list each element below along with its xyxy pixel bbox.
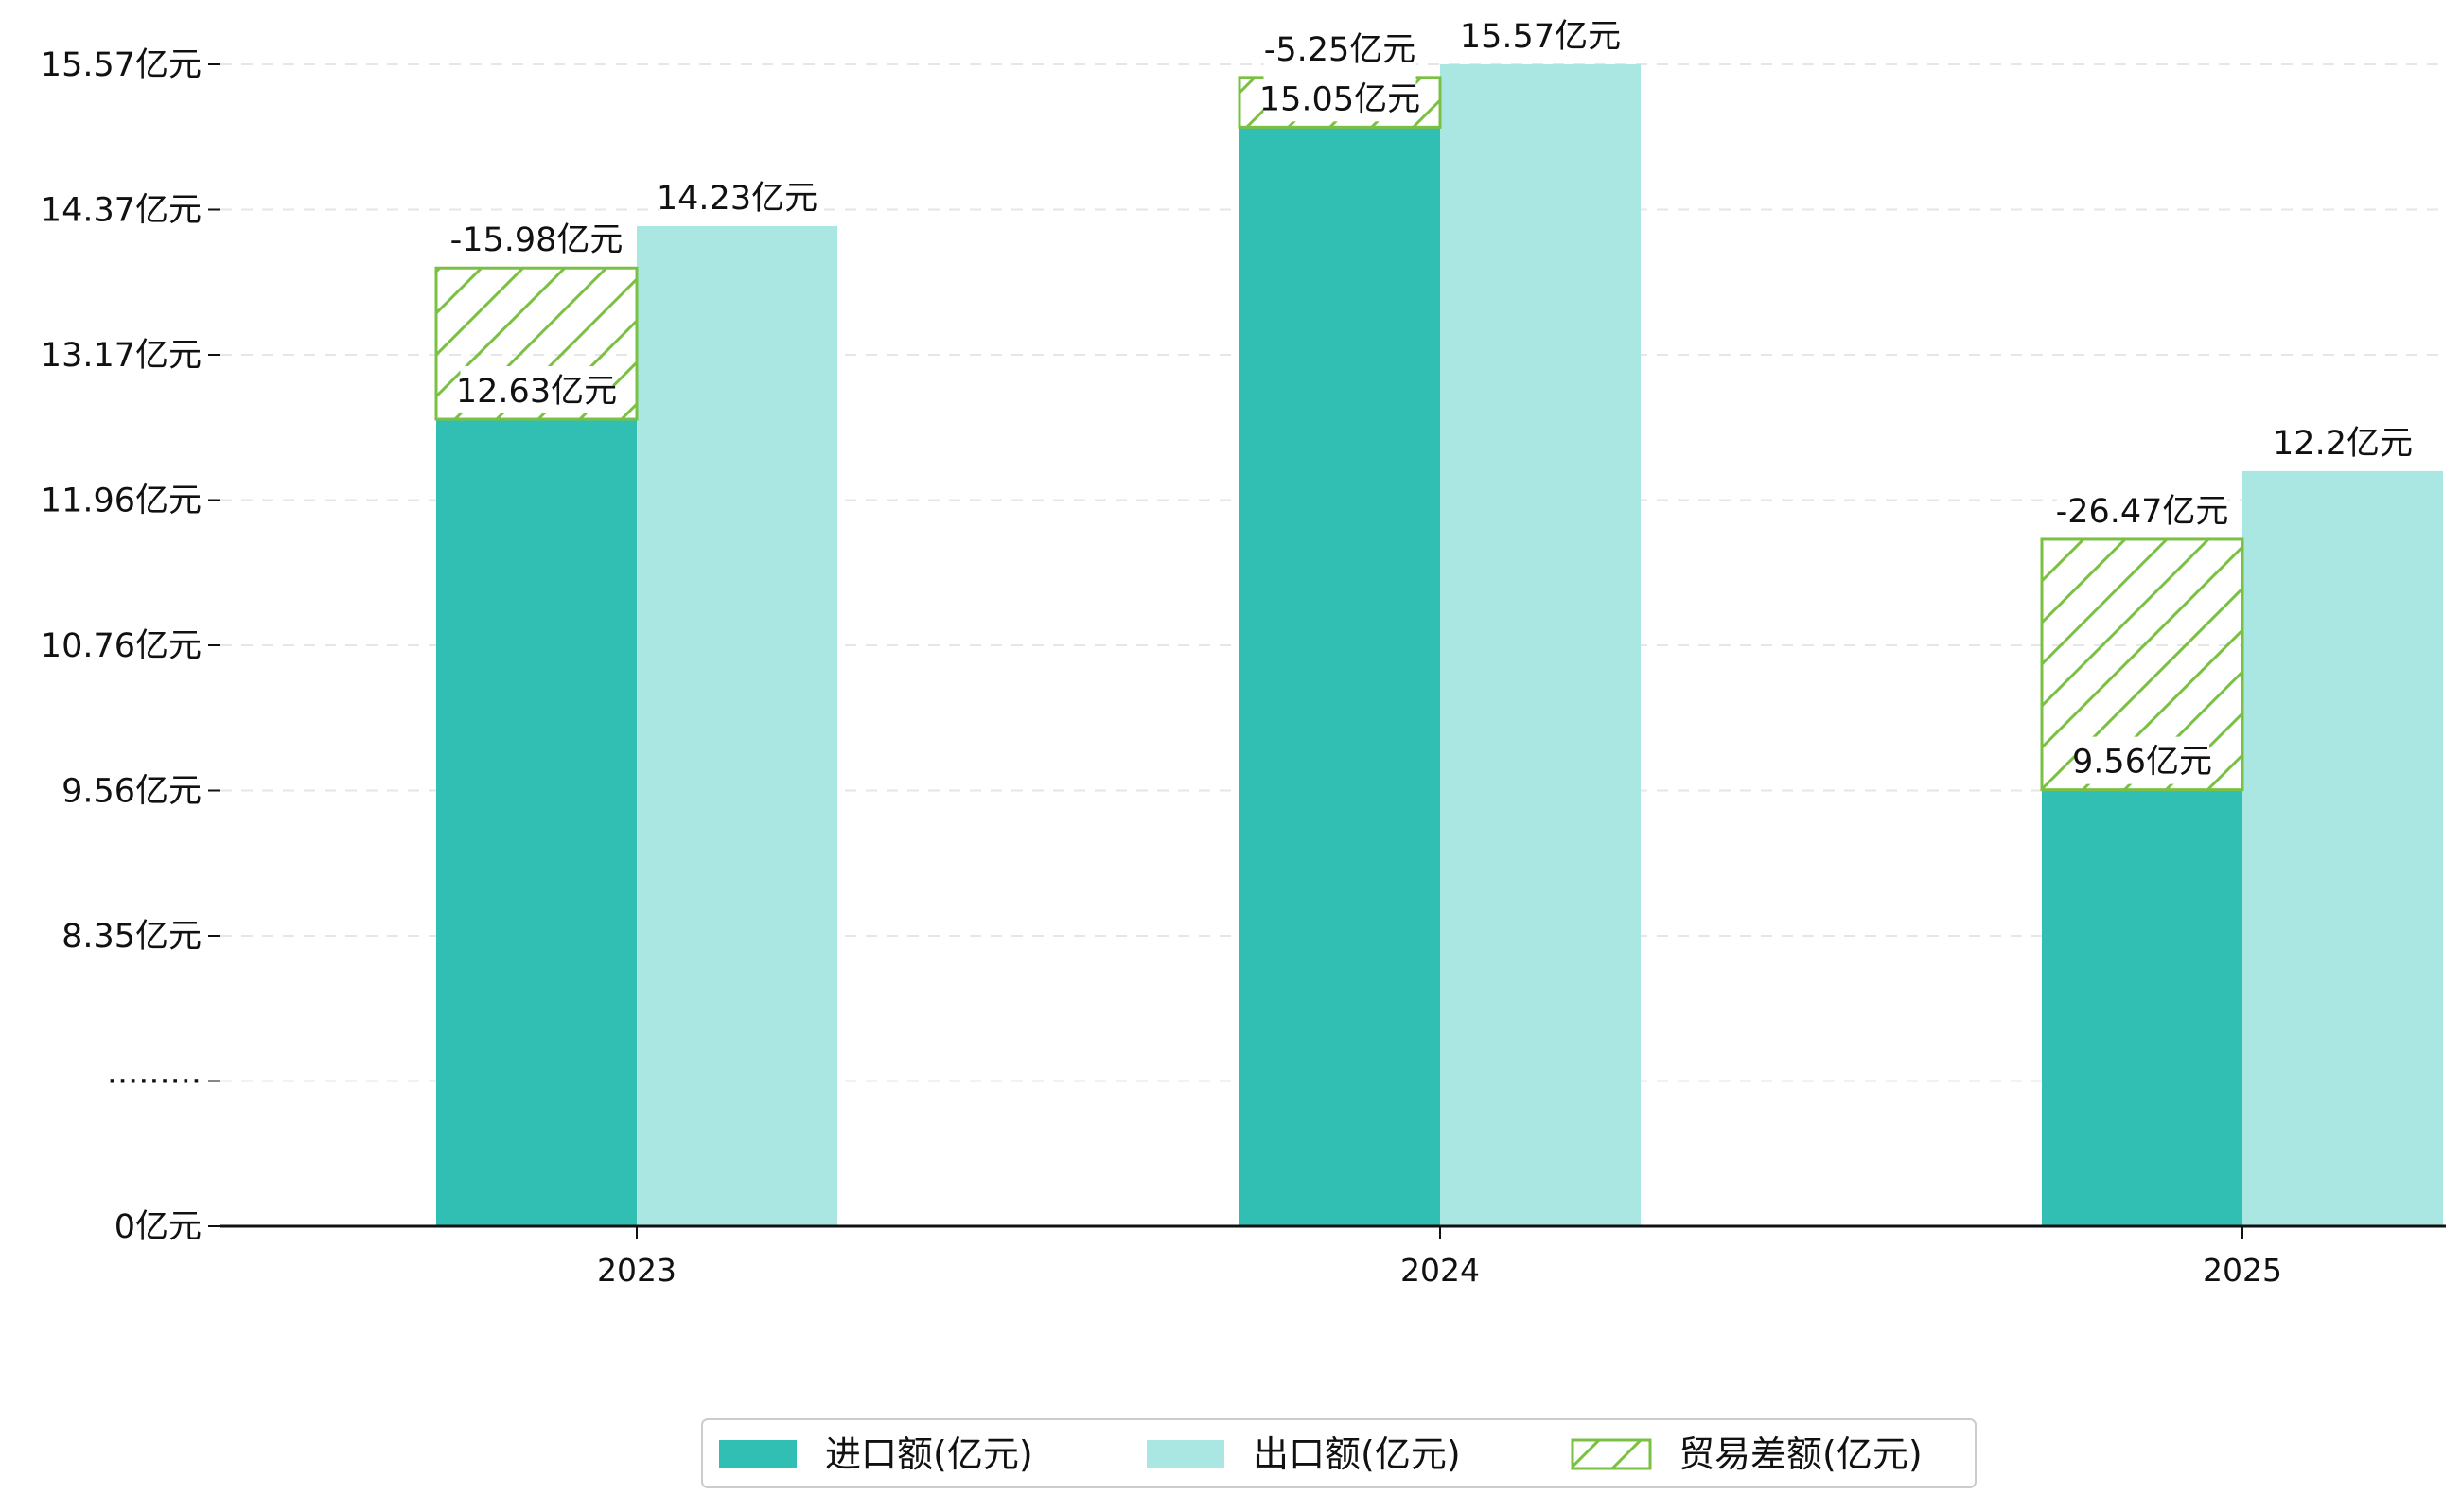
legend-swatch-2 xyxy=(1571,1438,1652,1470)
y-tick-label: 14.37亿元 xyxy=(41,192,202,230)
label-export-2023: 14.23亿元 xyxy=(657,180,817,218)
label-export-2025: 12.2亿元 xyxy=(2273,425,2413,463)
bar-export-2025 xyxy=(2242,470,2443,1227)
bar-export-2023 xyxy=(637,225,837,1227)
y-tick-label: 15.57亿元 xyxy=(41,46,202,84)
label-balance-2025-bg xyxy=(2057,485,2227,534)
bar-import-2025 xyxy=(2042,789,2242,1226)
label-balance-2025: -26.47亿元 xyxy=(2056,493,2229,531)
label-balance-2023: -15.98亿元 xyxy=(450,221,624,259)
label-balance-2024: -5.25亿元 xyxy=(1264,31,1416,69)
label-export-2024: 15.57亿元 xyxy=(1460,18,1621,56)
label-export-2023-bg xyxy=(660,172,814,220)
label-export-2024-bg xyxy=(1464,11,1617,59)
legend: 进口额(亿元) 出口额(亿元) 贸易差额(亿元) xyxy=(701,1418,1977,1488)
label-import-2023: 12.63亿元 xyxy=(456,373,617,411)
legend-label-2: 贸易差额(亿元) xyxy=(1679,1433,1923,1475)
label-import-2023-bg xyxy=(460,366,613,414)
legend-label-0: 进口额(亿元) xyxy=(825,1433,1033,1475)
y-tick-label: 0亿元 xyxy=(114,1208,202,1246)
x-tick-label: 2025 xyxy=(2203,1252,2282,1289)
label-import-2024-bg xyxy=(1263,74,1416,122)
label-balance-2023-bg xyxy=(451,215,622,263)
label-export-2025-bg xyxy=(2276,417,2410,466)
label-import-2024: 15.05亿元 xyxy=(1259,80,1420,118)
y-tick-label: 11.96亿元 xyxy=(41,483,202,520)
legend-box xyxy=(701,1418,1977,1488)
x-tick-label: 2023 xyxy=(597,1252,677,1289)
data-labels: 12.63亿元 14.23亿元 -15.98亿元 15.05亿元 15.57亿元 -5.2… xyxy=(450,11,2413,784)
y-tick-label: ········· xyxy=(107,1064,202,1101)
label-import-2025: 9.56亿元 xyxy=(2072,744,2212,782)
legend-label-1: 出口额(亿元) xyxy=(1253,1433,1461,1475)
bars xyxy=(434,64,2443,1227)
bar-export-2024 xyxy=(1440,64,1641,1226)
y-tick-label: 13.17亿元 xyxy=(41,337,202,375)
y-tick-label: 10.76亿元 xyxy=(41,627,202,665)
legend-swatch-1 xyxy=(1147,1440,1224,1468)
label-import-2025-bg xyxy=(2075,736,2209,784)
x-tick-label: 2024 xyxy=(1400,1252,1480,1289)
y-tick-label: 8.35亿元 xyxy=(62,918,202,956)
legend-swatch-0 xyxy=(719,1440,797,1468)
bar-import-2024 xyxy=(1239,127,1440,1227)
bar-import-2023 xyxy=(436,419,637,1227)
label-balance-2024-bg xyxy=(1263,24,1416,72)
y-tick-label: 9.56亿元 xyxy=(62,773,202,811)
axes: 0亿元 ········· 8.35亿元 9.56亿元 10.76亿元 11.96亿元 13… xyxy=(41,46,2446,1289)
